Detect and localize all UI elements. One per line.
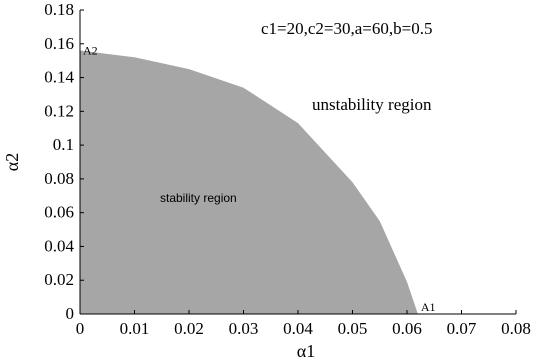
y-axis: 0 0.02 0.04 0.06 0.08 0.1 0.12 0.14 0.16 0.18	[44, 0, 84, 323]
x-tick-label: 0.08	[501, 319, 531, 338]
x-tick-label: 0.03	[229, 319, 259, 338]
x-tick-label: 0	[76, 319, 85, 338]
y-tick-label: 0.14	[44, 68, 74, 87]
y-tick-label: 0.04	[44, 236, 74, 255]
y-tick-label: 0.06	[44, 203, 74, 222]
point-label-a1: A1	[421, 300, 436, 314]
y-tick-label: 0.08	[44, 169, 74, 188]
x-tick-label: 0.07	[447, 319, 477, 338]
x-tick-label: 0.01	[120, 319, 150, 338]
y-tick-label: 0	[66, 304, 75, 323]
x-tick-label: 0.04	[283, 319, 313, 338]
point-label-a2: A2	[83, 44, 98, 58]
x-tick-label: 0.06	[392, 319, 422, 338]
y-axis-label: α2	[2, 153, 22, 171]
unstable-region-label: unstability region	[312, 95, 432, 114]
y-tick-label: 0.16	[44, 34, 74, 53]
stable-region-label: stability region	[160, 191, 237, 205]
y-tick-label: 0.18	[44, 0, 74, 19]
x-tick-label: 0.02	[174, 319, 204, 338]
y-tick-label: 0.12	[44, 101, 74, 120]
point-labels: A1 A2	[83, 44, 436, 314]
y-tick-label: 0.1	[53, 135, 74, 154]
x-axis-label: α1	[297, 341, 315, 360]
parameters-annotation: c1=20,c2=30,a=60,b=0.5	[261, 19, 433, 38]
y-tick-label: 0.02	[44, 270, 74, 289]
x-tick-label: 0.05	[338, 319, 368, 338]
x-axis: 0 0.01 0.02 0.03 0.04 0.05 0.06 0.07 0.08	[76, 310, 531, 338]
stability-region-area	[80, 50, 418, 315]
